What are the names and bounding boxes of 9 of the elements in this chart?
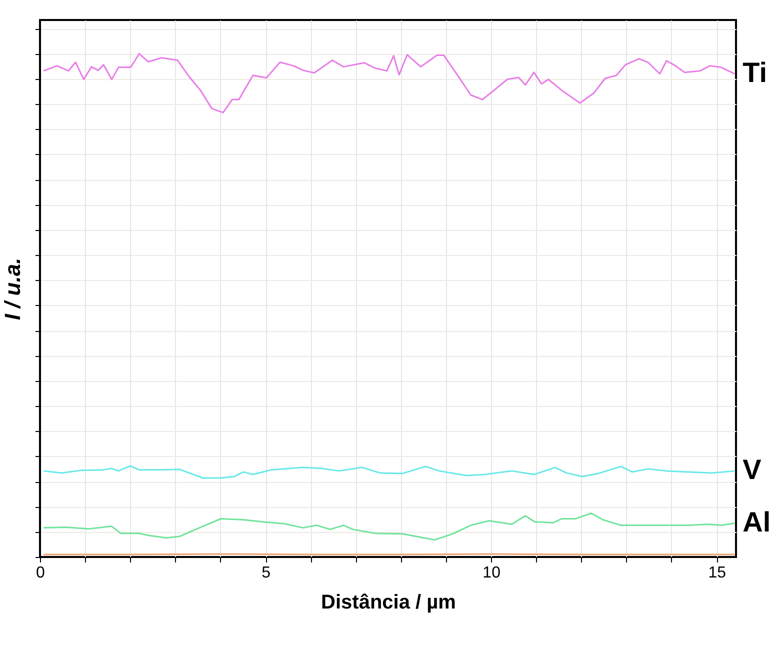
- x-tick-label: 5: [262, 564, 271, 582]
- series-label: Ti: [742, 56, 768, 88]
- x-tick-label: 10: [482, 564, 501, 582]
- series-label: V: [742, 454, 762, 485]
- y-axis-title: I / u.a.: [0, 258, 25, 320]
- x-axis-title: Distância / µm: [321, 592, 456, 614]
- x-tick-label: 0: [36, 564, 46, 582]
- series-label: Al: [742, 506, 771, 538]
- x-tick-label: 15: [708, 564, 726, 582]
